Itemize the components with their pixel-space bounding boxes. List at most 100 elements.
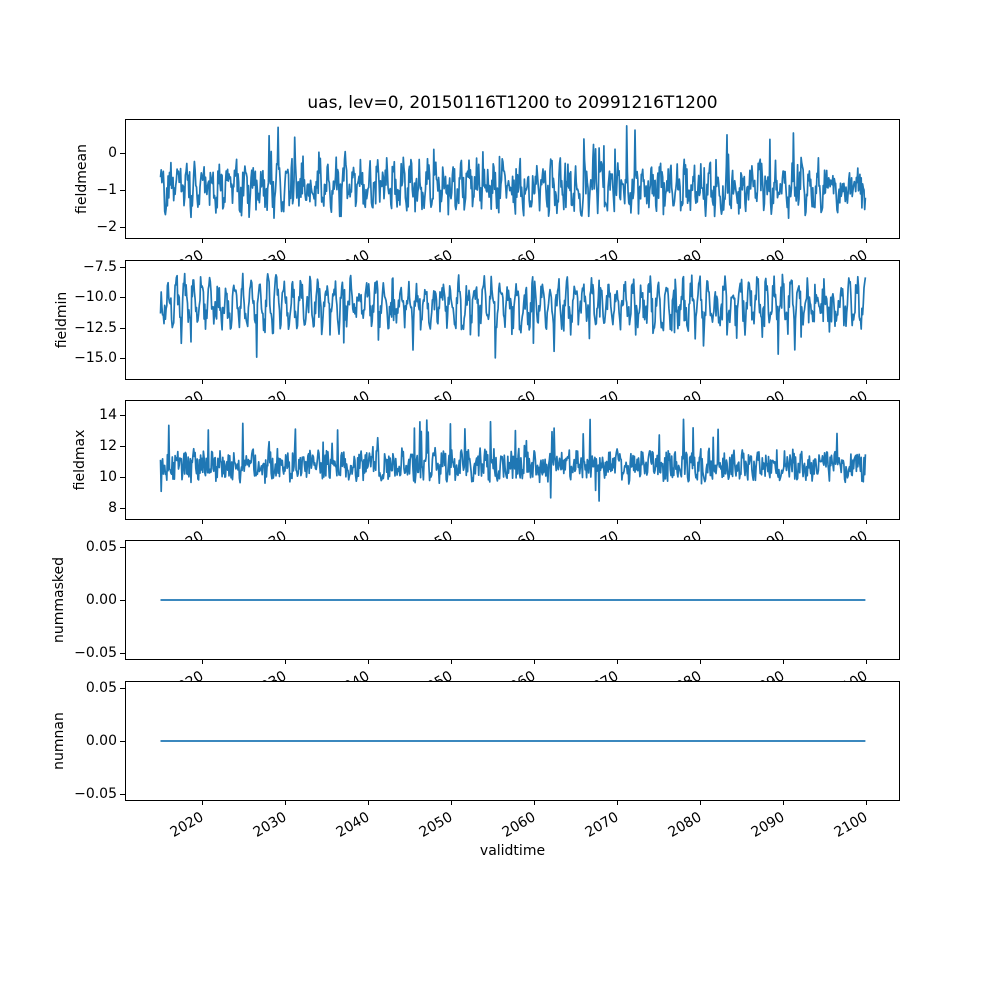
x-tick-mark [202,660,203,664]
y-tick-mark [120,547,125,548]
x-tick-mark [700,239,701,243]
x-tick-mark [866,801,867,805]
y-tick-label: −12.5 [74,320,117,336]
line-plot-fieldmean [159,125,867,220]
y-tick-label: −10.0 [74,289,117,305]
y-tick-mark [120,190,125,191]
y-tick-label: 10 [99,469,117,485]
x-tick-mark [285,380,286,384]
y-tick-label: 0.00 [85,733,117,749]
y-tick-label: −1 [96,182,117,198]
x-tick-mark [368,801,369,805]
y-tick-label: 0.05 [85,680,117,696]
x-tick-mark [617,380,618,384]
x-tick-mark [534,380,535,384]
y-tick-mark [120,227,125,228]
subplot-fieldmin: fieldmin −7.5−10.0−12.5−15.0202020302040… [0,259,1000,420]
y-tick-label: 0.05 [85,539,117,555]
line-plot-fieldmin [159,272,867,359]
x-tick-mark [617,660,618,664]
x-tick-mark [700,380,701,384]
x-tick-mark [368,239,369,243]
axes-fieldmean [125,119,900,239]
y-tick-mark [120,328,125,329]
x-tick-mark [202,801,203,805]
x-tick-mark [700,520,701,524]
x-tick-mark [866,660,867,664]
subplot-nummasked: nummasked 0.050.00−0.0520202030204020502… [0,539,1000,700]
y-tick-label: −0.05 [74,786,117,802]
x-tick-mark [866,380,867,384]
y-tick-label: 12 [99,438,117,454]
x-tick-mark [451,520,452,524]
y-tick-mark [120,267,125,268]
x-tick-mark [866,520,867,524]
x-tick-mark [451,660,452,664]
x-tick-label: 2070 [582,809,622,841]
x-tick-mark [368,380,369,384]
x-tick-mark [534,239,535,243]
x-tick-mark [534,660,535,664]
x-tick-mark [534,801,535,805]
y-tick-mark [120,358,125,359]
x-tick-mark [368,660,369,664]
x-tick-mark [783,380,784,384]
x-tick-label: 2050 [416,809,456,841]
x-tick-label: 2020 [167,809,207,841]
x-tick-label: 2090 [748,809,788,841]
x-tick-mark [783,801,784,805]
x-tick-mark [700,660,701,664]
x-tick-mark [285,239,286,243]
figure-title: uas, lev=0, 20150116T1200 to 20991216T12… [307,93,718,113]
y-tick-label: −0.05 [74,645,117,661]
y-tick-label: 8 [108,500,117,516]
line-plot-numnan [160,740,866,742]
axes-fieldmin [125,260,900,380]
y-tick-mark [120,600,125,601]
y-tick-mark [120,653,125,654]
x-tick-label: 2060 [499,809,539,841]
y-tick-label: −2 [96,219,117,235]
x-tick-mark [617,520,618,524]
y-tick-mark [120,477,125,478]
x-tick-mark [783,660,784,664]
x-tick-mark [617,801,618,805]
axes-nummasked [125,540,900,660]
x-tick-mark [202,239,203,243]
x-tick-mark [451,239,452,243]
x-tick-mark [451,380,452,384]
axes-numnan [125,681,900,801]
y-tick-mark [120,688,125,689]
x-tick-mark [617,239,618,243]
x-tick-label: 2030 [250,809,290,841]
x-tick-mark [451,801,452,805]
y-tick-label: 14 [99,407,117,423]
y-tick-mark [120,153,125,154]
x-tick-mark [202,520,203,524]
y-tick-mark [120,297,125,298]
x-axis-label: validtime [479,843,546,859]
y-tick-mark [120,415,125,416]
x-tick-mark [700,801,701,805]
x-tick-mark [285,660,286,664]
x-tick-label: 2080 [665,809,705,841]
y-tick-mark [120,794,125,795]
x-tick-mark [368,520,369,524]
y-tick-label: −7.5 [83,259,117,275]
x-tick-label: 2040 [333,809,373,841]
line-plot-nummasked [160,599,866,601]
line-plot-fieldmax [159,418,867,502]
x-tick-mark [783,239,784,243]
x-tick-mark [202,380,203,384]
y-tick-mark [120,741,125,742]
y-tick-label: 0.00 [85,592,117,608]
y-tick-mark [120,508,125,509]
x-tick-label: 2100 [831,809,871,841]
y-tick-label: 0 [108,145,117,161]
x-tick-mark [534,520,535,524]
subplot-fieldmean: fieldmean 0−1−22020203020402050206020702… [0,119,1000,279]
x-tick-mark [783,520,784,524]
subplot-numnan: numnan 0.05 0.00 −0.05 2020 2030 2040 2050 2060… [0,680,1000,841]
axes-fieldmax [125,400,900,520]
